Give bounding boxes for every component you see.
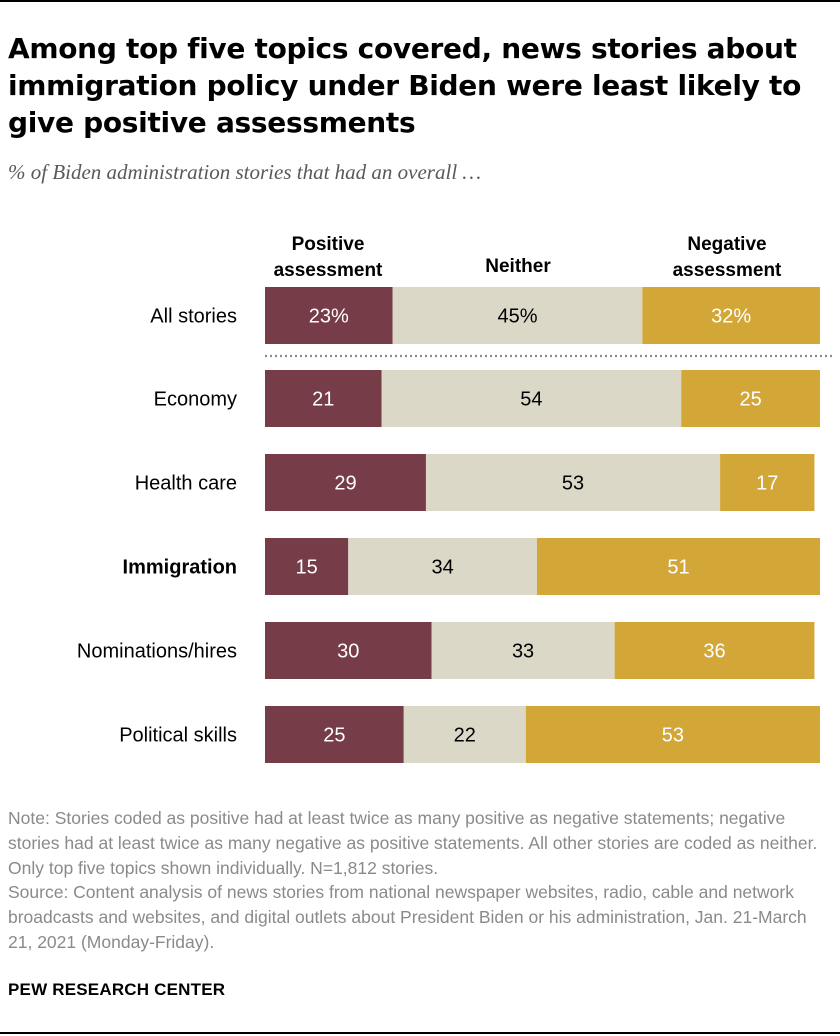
- chart-subtitle: % of Biden administration stories that h…: [8, 160, 482, 184]
- bar-segment-positive-0: [265, 287, 393, 344]
- category-label-nominations-hires: Nominations/hires: [77, 641, 237, 663]
- category-label-immigration: Immigration: [123, 557, 237, 579]
- bar-segment-positive-1: [265, 370, 382, 427]
- data-label-positive-1: 21: [312, 389, 334, 411]
- data-label-neither-2: 53: [562, 473, 584, 495]
- bar-segment-negative-5: [525, 706, 820, 763]
- data-label-negative-5: 53: [662, 725, 684, 747]
- bar-segment-neither-1: [381, 370, 682, 427]
- bar-segment-neither-4: [431, 622, 615, 679]
- bar-segment-negative-2: [720, 454, 815, 511]
- data-label-negative-2: 17: [756, 473, 778, 495]
- data-label-negative-3: 51: [667, 557, 689, 579]
- data-label-positive-3: 15: [296, 557, 318, 579]
- top-rule: [0, 0, 840, 2]
- data-label-neither-4: 33: [512, 641, 534, 663]
- data-label-positive-2: 29: [334, 473, 356, 495]
- bar-segment-neither-2: [425, 454, 721, 511]
- source-text: Source: Content analysis of news stories…: [8, 882, 807, 952]
- stacked-bar-chart: Positive assessment Neither Negative assessm…: [77, 234, 832, 763]
- bar-segment-negative-3: [536, 538, 820, 595]
- bar-segment-positive-5: [265, 706, 404, 763]
- legend-negative-assessment-line-1: Negative: [687, 234, 766, 255]
- bar-segment-negative-1: [681, 370, 820, 427]
- data-label-neither-3: 34: [431, 557, 453, 579]
- notes-block: Note: Stories coded as positive had at l…: [8, 806, 833, 955]
- legend-positive-assessment-line-2: assessment: [274, 260, 383, 281]
- category-label-political-skills: Political skills: [119, 725, 237, 747]
- bottom-rule: [0, 1032, 840, 1034]
- category-label-economy: Economy: [154, 389, 237, 411]
- bar-segment-negative-4: [614, 622, 815, 679]
- legend-neither-line-1: Neither: [485, 256, 551, 277]
- data-label-neither-0: 45%: [498, 306, 538, 328]
- chart-title: Among top five topics covered, news stor…: [8, 32, 802, 139]
- bar-segment-positive-4: [265, 622, 432, 679]
- bar-segment-positive-2: [265, 454, 426, 511]
- data-label-positive-0: 23%: [309, 306, 349, 328]
- note-text: Note: Stories coded as positive had at l…: [8, 808, 818, 878]
- legend-negative-assessment-line-2: assessment: [673, 260, 782, 281]
- data-label-positive-5: 25: [323, 725, 345, 747]
- bar-segment-negative-0: [642, 287, 820, 344]
- data-label-negative-1: 25: [740, 389, 762, 411]
- category-label-health-care: Health care: [135, 473, 237, 495]
- bar-segment-neither-3: [348, 538, 537, 595]
- data-label-neither-1: 54: [520, 389, 542, 411]
- data-label-positive-4: 30: [337, 641, 359, 663]
- data-label-neither-5: 22: [454, 725, 476, 747]
- pew-logo: PEW RESEARCH CENTER: [8, 980, 226, 999]
- bar-segment-neither-0: [392, 287, 643, 344]
- bar-segment-positive-3: [265, 538, 349, 595]
- bar-segment-neither-5: [403, 706, 526, 763]
- category-label-all-stories: All stories: [150, 306, 237, 328]
- data-label-negative-0: 32%: [711, 306, 751, 328]
- legend-positive-assessment-line-1: Positive: [292, 234, 365, 255]
- data-label-negative-4: 36: [703, 641, 725, 663]
